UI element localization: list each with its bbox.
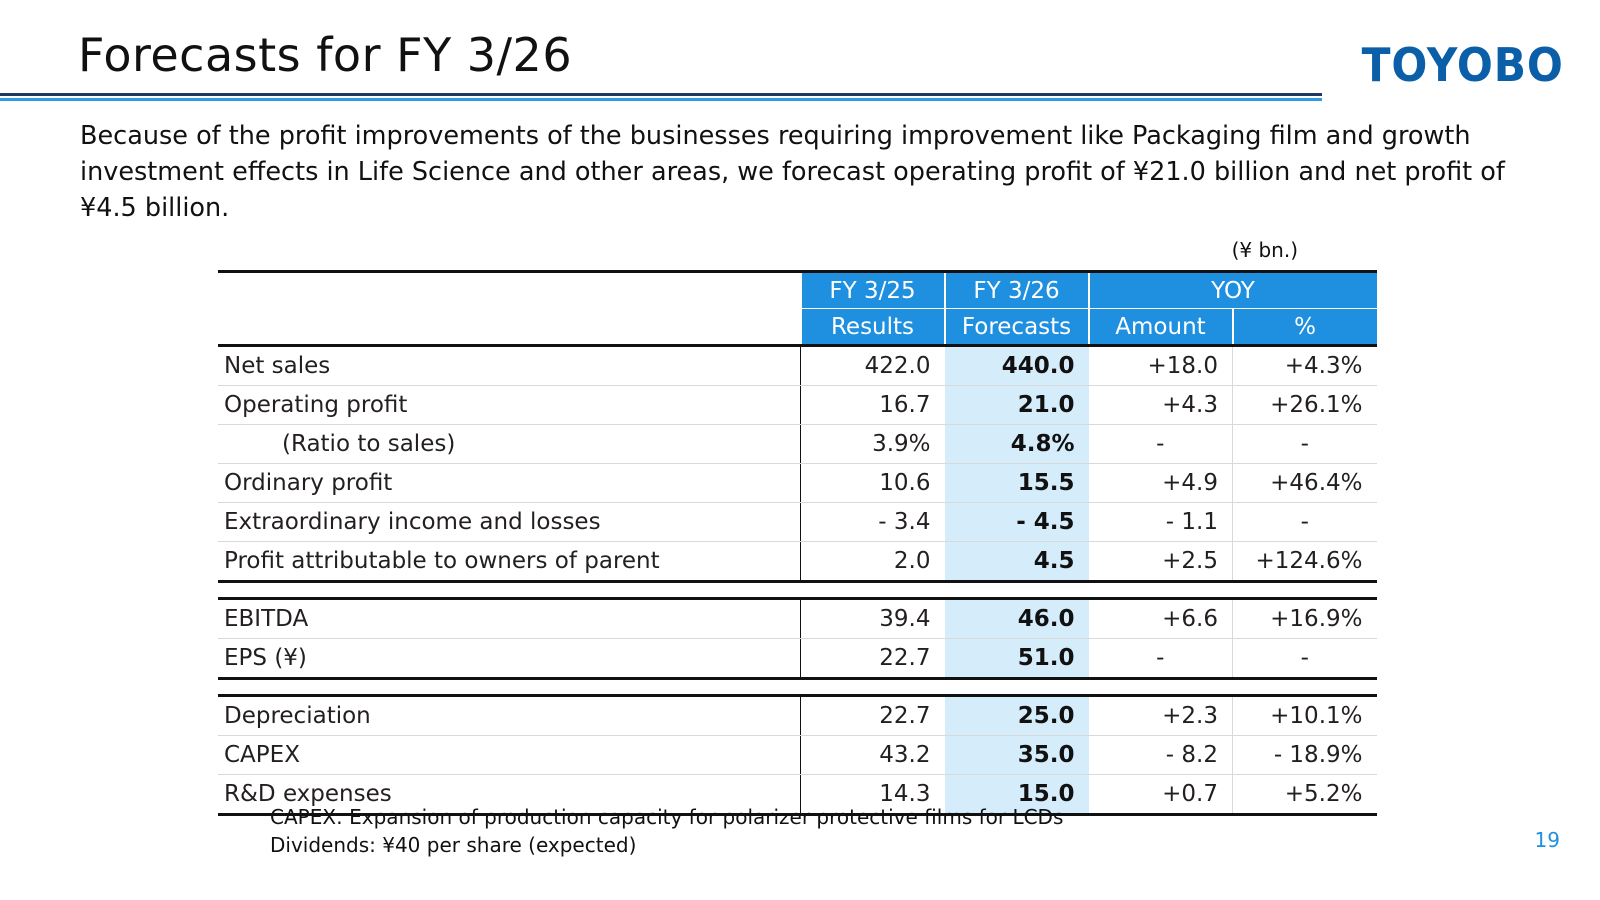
row-label: Ordinary profit <box>218 463 801 503</box>
intro-paragraph: Because of the profit improvements of th… <box>80 118 1540 226</box>
table-row: Operating profit 16.7 21.0 +4.3 +26.1% <box>218 385 1377 425</box>
cell-amount: +4.3 <box>1088 385 1233 425</box>
title-divider-dark <box>0 93 1322 96</box>
row-label: Net sales <box>218 344 801 386</box>
cell-amount: - <box>1088 638 1233 680</box>
cell-amount: +4.9 <box>1088 463 1233 503</box>
cell-fy26: 25.0 <box>944 694 1089 736</box>
cell-pct: - <box>1232 502 1377 542</box>
header-forecasts: Forecasts <box>943 308 1089 346</box>
table-header-row-2: Results Forecasts Amount % <box>218 308 1377 346</box>
title-divider-light <box>0 98 1322 101</box>
table-spacer <box>218 582 1377 599</box>
cell-pct: +26.1% <box>1232 385 1377 425</box>
cell-fy25: 43.2 <box>800 735 945 775</box>
header-results: Results <box>799 308 945 346</box>
table-row: (Ratio to sales) 3.9% 4.8% - - <box>218 424 1377 464</box>
table-row: CAPEX 43.2 35.0 - 8.2 - 18.9% <box>218 735 1377 775</box>
cell-fy26: 15.0 <box>944 774 1089 816</box>
footnote-dividends: Dividends: ¥40 per share (expected) <box>270 833 637 857</box>
row-label: CAPEX <box>218 735 801 775</box>
cell-fy25: 10.6 <box>800 463 945 503</box>
cell-pct: +4.3% <box>1232 344 1377 386</box>
row-label: (Ratio to sales) <box>218 424 801 464</box>
table-header-row-1: FY 3/25 FY 3/26 YOY <box>218 270 1377 309</box>
unit-label: (¥ bn.) <box>1231 238 1298 262</box>
table-row: Ordinary profit 10.6 15.5 +4.9 +46.4% <box>218 463 1377 503</box>
cell-amount: +6.6 <box>1088 597 1233 639</box>
cell-fy26: 15.5 <box>944 463 1089 503</box>
cell-amount: +2.5 <box>1088 541 1233 583</box>
cell-fy25: 16.7 <box>800 385 945 425</box>
cell-pct: +10.1% <box>1232 694 1377 736</box>
forecast-table: FY 3/25 FY 3/26 YOY Results Forecasts Am… <box>218 270 1377 816</box>
row-label: Extraordinary income and losses <box>218 502 801 542</box>
table-row: Depreciation 22.7 25.0 +2.3 +10.1% <box>218 694 1377 736</box>
cell-fy26: 51.0 <box>944 638 1089 680</box>
cell-amount: +18.0 <box>1088 344 1233 386</box>
table-row: Profit attributable to owners of parent … <box>218 541 1377 583</box>
cell-fy26: 21.0 <box>944 385 1089 425</box>
header-blank <box>218 270 801 309</box>
cell-fy26: 4.5 <box>944 541 1089 583</box>
header-amount: Amount <box>1087 308 1233 346</box>
cell-pct: +16.9% <box>1232 597 1377 639</box>
company-logo: TOYOBO <box>1361 38 1564 92</box>
footnotes: CAPEX: Expansion of production capacity … <box>270 803 1063 859</box>
header-fy26: FY 3/26 <box>943 270 1089 309</box>
header-fy25: FY 3/25 <box>799 270 945 309</box>
cell-pct: +46.4% <box>1232 463 1377 503</box>
table-row: Net sales 422.0 440.0 +18.0 +4.3% <box>218 344 1377 386</box>
cell-fy25: 422.0 <box>800 344 945 386</box>
header-yoy: YOY <box>1087 270 1377 309</box>
cell-fy25: 22.7 <box>800 638 945 680</box>
cell-fy26: 440.0 <box>944 344 1089 386</box>
page-title: Forecasts for FY 3/26 <box>78 28 573 82</box>
row-label: EBITDA <box>218 597 801 639</box>
table-spacer <box>218 679 1377 696</box>
row-label: EPS (¥) <box>218 638 801 680</box>
row-label: Depreciation <box>218 694 801 736</box>
table-row: R&D expenses 14.3 15.0 +0.7 +5.2% <box>218 774 1377 816</box>
cell-fy25: 14.3 <box>800 774 945 816</box>
cell-fy25: 3.9% <box>800 424 945 464</box>
cell-fy25: 39.4 <box>800 597 945 639</box>
cell-fy25: - 3.4 <box>800 502 945 542</box>
cell-pct: - <box>1232 424 1377 464</box>
page-number: 19 <box>1534 828 1560 852</box>
cell-pct: - <box>1232 638 1377 680</box>
cell-fy25: 22.7 <box>800 694 945 736</box>
cell-fy25: 2.0 <box>800 541 945 583</box>
cell-pct: +5.2% <box>1232 774 1377 816</box>
row-label: R&D expenses <box>218 774 801 816</box>
row-label: Profit attributable to owners of parent <box>218 541 801 583</box>
row-label: Operating profit <box>218 385 801 425</box>
header-percent: % <box>1231 308 1377 346</box>
footnote-capex: CAPEX: Expansion of production capacity … <box>270 805 1064 829</box>
cell-pct: +124.6% <box>1232 541 1377 583</box>
cell-amount: - <box>1088 424 1233 464</box>
table-row: EPS (¥) 22.7 51.0 - - <box>218 638 1377 680</box>
header-blank-2 <box>218 308 801 346</box>
intro-text: Because of the profit improvements of th… <box>80 121 1505 223</box>
cell-fy26: 35.0 <box>944 735 1089 775</box>
cell-fy26: - 4.5 <box>944 502 1089 542</box>
cell-amount: +2.3 <box>1088 694 1233 736</box>
cell-amount: +0.7 <box>1088 774 1233 816</box>
cell-amount: - 8.2 <box>1088 735 1233 775</box>
cell-amount: - 1.1 <box>1088 502 1233 542</box>
cell-pct: - 18.9% <box>1232 735 1377 775</box>
cell-fy26: 46.0 <box>944 597 1089 639</box>
table-row: EBITDA 39.4 46.0 +6.6 +16.9% <box>218 597 1377 639</box>
table-row: Extraordinary income and losses - 3.4 - … <box>218 502 1377 542</box>
cell-fy26: 4.8% <box>944 424 1089 464</box>
